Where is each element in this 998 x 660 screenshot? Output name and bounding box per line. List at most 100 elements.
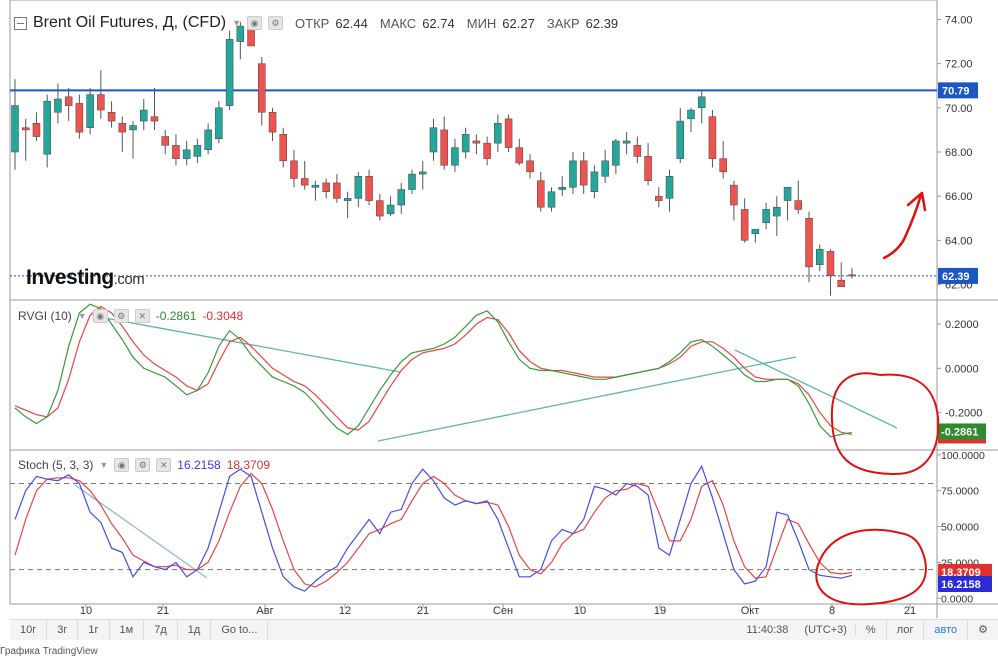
candle-body xyxy=(633,145,642,157)
candle-body xyxy=(140,109,148,122)
time-tick-label: 8 xyxy=(829,605,835,617)
percent-button[interactable]: % xyxy=(856,620,887,640)
last-price-label: 62.39 xyxy=(942,271,970,283)
candle-body xyxy=(300,178,309,186)
candle-body xyxy=(783,187,792,201)
candle-body xyxy=(322,182,330,193)
time-tick-label: 21 xyxy=(157,605,169,617)
price-tick-label: 70.00 xyxy=(945,103,973,115)
chevron-down-icon[interactable]: ▼ xyxy=(232,18,242,28)
candle-body xyxy=(193,145,202,157)
auto-button[interactable]: авто xyxy=(924,620,969,640)
candle-body xyxy=(311,184,320,188)
rvgi-name: RVGI (10) xyxy=(18,309,72,323)
candle-body xyxy=(472,140,481,144)
candle-body xyxy=(21,127,30,131)
stoch-legend: Stoch (5, 3, 3) ▼ ◉ ⚙ ✕ 16.2158 18.3709 xyxy=(18,458,270,472)
resistance-price-tag xyxy=(938,82,978,99)
candle-body xyxy=(483,142,491,159)
last-price-tag xyxy=(938,267,978,284)
candle-body xyxy=(64,96,73,106)
goto-button[interactable]: Go to... xyxy=(211,620,269,640)
candle-body xyxy=(97,94,105,111)
gear-icon[interactable]: ⚙ xyxy=(135,458,151,472)
rvgi-tick-label: 0.0000 xyxy=(945,363,979,375)
rvgi-value-tag xyxy=(938,423,986,440)
candle-body xyxy=(204,129,212,151)
stoch-d-tag xyxy=(938,563,992,580)
candle-body xyxy=(268,111,277,133)
candle-body xyxy=(730,184,738,206)
candle-body xyxy=(440,129,448,166)
candle-body xyxy=(558,187,566,190)
rvgi-signal-tag xyxy=(938,439,986,444)
log-button[interactable]: лог xyxy=(887,620,925,640)
rvgi-signal-value: -0.3048 xyxy=(202,309,244,323)
logo-suffix: .com xyxy=(113,271,145,288)
eye-icon[interactable]: ◉ xyxy=(247,16,263,30)
candle-body xyxy=(225,39,234,106)
candle-body xyxy=(32,123,41,137)
time-tick-label: 10 xyxy=(574,605,586,617)
eye-icon[interactable]: ◉ xyxy=(92,309,108,323)
candle-body xyxy=(75,103,84,133)
stoch-name: Stoch (5, 3, 3) xyxy=(18,458,94,472)
candle-body xyxy=(526,160,534,173)
candle-body xyxy=(129,125,137,131)
candle-body xyxy=(408,173,416,190)
range-7d-button[interactable]: 7д xyxy=(144,620,178,640)
rvgi-tick-label: -0.2000 xyxy=(945,407,982,419)
range-3y-button[interactable]: 3г xyxy=(47,620,79,640)
close-icon[interactable]: ✕ xyxy=(134,309,150,323)
time-tick-label: 12 xyxy=(339,605,351,617)
close-icon[interactable]: ✕ xyxy=(156,458,172,472)
candle-body xyxy=(676,120,685,159)
rvgi-trendline xyxy=(377,356,797,442)
candle-body xyxy=(365,176,373,201)
close-value: 62.39 xyxy=(585,15,619,31)
gear-icon[interactable]: ⚙ xyxy=(978,624,988,636)
rvgi-value-tag-label: -0.2861 xyxy=(941,426,978,438)
time-tick-label: 10 xyxy=(80,605,92,617)
candle-body xyxy=(376,200,384,217)
chevron-down-icon[interactable]: ▼ xyxy=(77,311,87,321)
price-tick-label: 68.00 xyxy=(945,147,973,159)
candle-body xyxy=(805,218,813,268)
price-tick-label: 72.00 xyxy=(945,59,973,71)
candle-body xyxy=(172,145,180,159)
time-tick-label: Сен xyxy=(493,605,513,617)
range-10y-button[interactable]: 10г xyxy=(10,620,48,640)
gear-icon[interactable]: ⚙ xyxy=(268,16,284,30)
price-tick-label: 66.00 xyxy=(945,191,973,203)
candle-body xyxy=(494,123,502,144)
candle-body xyxy=(612,140,620,166)
candle-body xyxy=(354,176,363,199)
candle-body xyxy=(43,100,51,155)
clock: 11:40:38 xyxy=(746,624,789,636)
stoch-k-line xyxy=(14,464,853,592)
annotation-arrow xyxy=(882,193,923,260)
resistance-price-label: 70.79 xyxy=(942,85,970,97)
price-tick-label: 74.00 xyxy=(945,14,973,26)
timezone-button[interactable]: (UTC+3) xyxy=(796,624,856,636)
logo-main: Investing xyxy=(26,266,114,289)
gear-icon[interactable]: ⚙ xyxy=(113,309,129,323)
candle-body xyxy=(418,171,427,175)
range-1y-button[interactable]: 1г xyxy=(78,620,110,640)
candle-body xyxy=(697,96,706,109)
range-1m-button[interactable]: 1м xyxy=(110,620,145,640)
candle-body xyxy=(54,98,62,113)
range-1d-button[interactable]: 1д xyxy=(178,620,212,640)
collapse-icon[interactable] xyxy=(14,16,27,30)
open-value: 62.44 xyxy=(335,15,368,31)
candle-body xyxy=(150,116,159,122)
annotation-arrowhead xyxy=(906,191,927,212)
instrument-title: Brent Oil Futures, Д, (CFD) xyxy=(33,14,227,31)
eye-icon[interactable]: ◉ xyxy=(114,458,130,472)
candle-body xyxy=(258,63,266,113)
chevron-down-icon[interactable]: ▼ xyxy=(99,460,109,470)
stoch-k-value: 16.2158 xyxy=(177,458,221,472)
time-tick-label: Окт xyxy=(741,605,760,617)
